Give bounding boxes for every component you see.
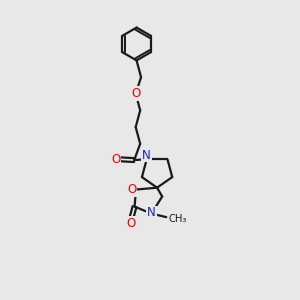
Text: CH₃: CH₃ xyxy=(169,214,187,224)
Text: N: N xyxy=(147,206,156,220)
Text: N: N xyxy=(142,148,151,161)
Text: O: O xyxy=(127,183,136,196)
Text: O: O xyxy=(131,87,140,100)
Text: O: O xyxy=(126,218,136,230)
Text: O: O xyxy=(111,153,120,166)
